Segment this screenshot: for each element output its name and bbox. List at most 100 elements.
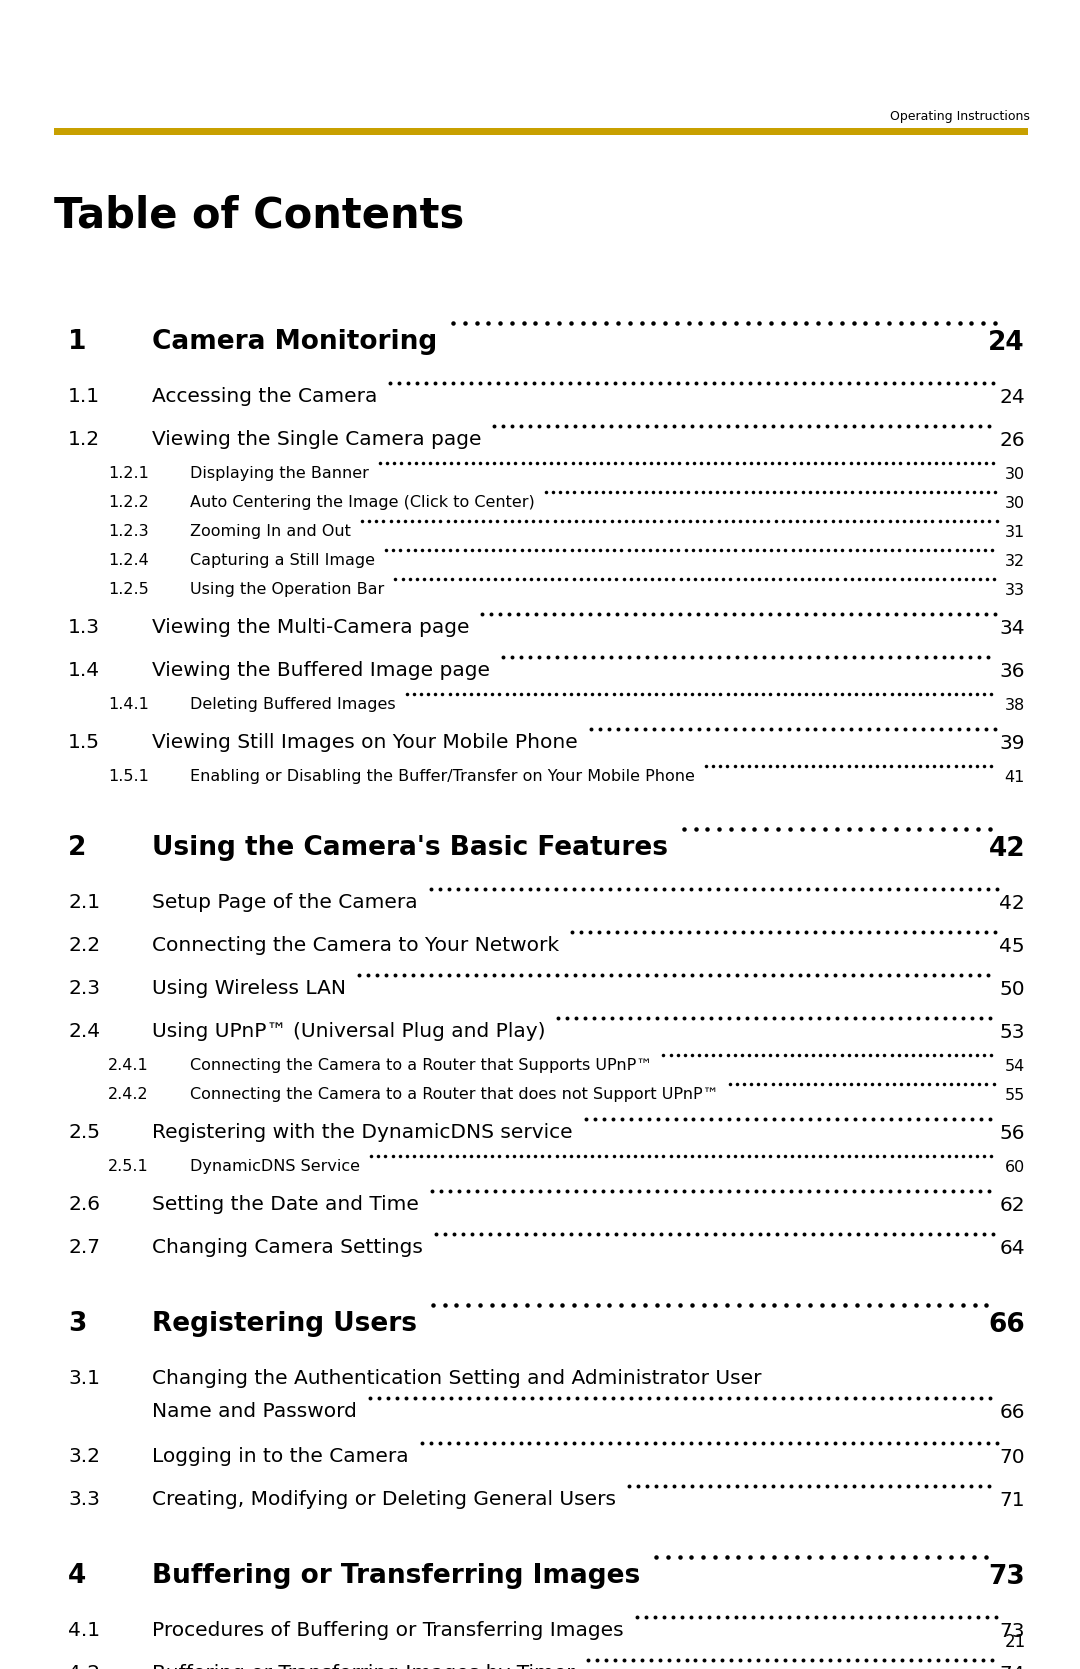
Point: [869, 601, 887, 628]
Point: [522, 1177, 539, 1203]
Point: [728, 1472, 745, 1499]
Point: [392, 536, 409, 562]
Point: [665, 961, 683, 988]
Point: [743, 918, 760, 945]
Point: [761, 1142, 779, 1168]
Point: [521, 1429, 538, 1455]
Point: [945, 1005, 962, 1031]
Point: [634, 1142, 651, 1168]
Point: [746, 961, 764, 988]
Point: [515, 310, 532, 337]
Point: [908, 1177, 926, 1203]
Point: [569, 1142, 586, 1168]
Point: [415, 1384, 432, 1410]
Point: [636, 566, 653, 592]
Point: [773, 961, 791, 988]
Point: [494, 1429, 511, 1455]
Point: [940, 1142, 957, 1168]
Point: [662, 1041, 679, 1068]
Point: [816, 507, 834, 534]
Point: [665, 566, 683, 592]
Point: [958, 479, 975, 506]
Point: [713, 536, 730, 562]
Point: [542, 1292, 559, 1319]
Point: [819, 1177, 836, 1203]
Point: [737, 479, 754, 506]
Point: [764, 1429, 781, 1455]
Point: [914, 918, 931, 945]
Point: [705, 369, 723, 396]
Point: [935, 1070, 953, 1097]
Point: [907, 1604, 924, 1631]
Point: [854, 1177, 872, 1203]
Point: [944, 412, 961, 439]
Point: [644, 479, 661, 506]
Point: [558, 1005, 576, 1031]
Point: [971, 412, 988, 439]
Point: [665, 479, 683, 506]
Point: [529, 566, 546, 592]
Point: [648, 1142, 665, 1168]
Point: [866, 1646, 883, 1669]
Point: [944, 1472, 961, 1499]
Point: [743, 1070, 760, 1097]
Point: [577, 1384, 594, 1410]
Point: [855, 1005, 873, 1031]
Point: [971, 1472, 988, 1499]
Point: [962, 1177, 980, 1203]
Point: [589, 1292, 606, 1319]
Text: Connecting the Camera to a Router that Supports UPnP™: Connecting the Camera to a Router that S…: [190, 1058, 652, 1073]
Point: [840, 369, 858, 396]
Point: [801, 1292, 819, 1319]
Point: [904, 1220, 921, 1247]
Point: [755, 1472, 772, 1499]
Point: [620, 1429, 637, 1455]
Point: [687, 369, 704, 396]
Text: Deleting Buffered Images: Deleting Buffered Images: [190, 698, 395, 713]
Point: [970, 1604, 987, 1631]
Point: [698, 1142, 715, 1168]
Point: [580, 369, 597, 396]
Point: [791, 875, 808, 901]
Point: [549, 961, 566, 988]
Point: [507, 449, 524, 476]
Point: [769, 1142, 786, 1168]
Point: [931, 507, 948, 534]
Point: [917, 507, 934, 534]
Point: [755, 1142, 772, 1168]
Point: [918, 753, 935, 779]
Point: [944, 643, 961, 669]
Point: [602, 1429, 619, 1455]
Point: [773, 1472, 791, 1499]
Point: [789, 1604, 807, 1631]
Point: [741, 369, 758, 396]
Point: [796, 507, 813, 534]
Point: [859, 1220, 876, 1247]
Point: [712, 753, 729, 779]
Point: [858, 566, 875, 592]
Point: [613, 449, 631, 476]
Point: [914, 449, 931, 476]
Point: [918, 1544, 935, 1571]
Point: [955, 1142, 972, 1168]
Point: [427, 681, 444, 708]
Point: [800, 643, 818, 669]
Point: [933, 536, 950, 562]
Point: [942, 1544, 959, 1571]
Point: [949, 449, 967, 476]
Point: [896, 716, 914, 743]
Point: [726, 918, 743, 945]
Text: Registering with the DynamicDNS service: Registering with the DynamicDNS service: [152, 1123, 572, 1142]
Point: [811, 1384, 828, 1410]
Point: [983, 1142, 1000, 1168]
Point: [850, 1070, 867, 1097]
Point: [748, 536, 766, 562]
Point: [562, 369, 579, 396]
Point: [433, 1384, 450, 1410]
Point: [691, 536, 708, 562]
Point: [407, 449, 424, 476]
Point: [891, 536, 908, 562]
Point: [710, 875, 727, 901]
Point: [445, 1220, 462, 1247]
Point: [792, 1472, 809, 1499]
